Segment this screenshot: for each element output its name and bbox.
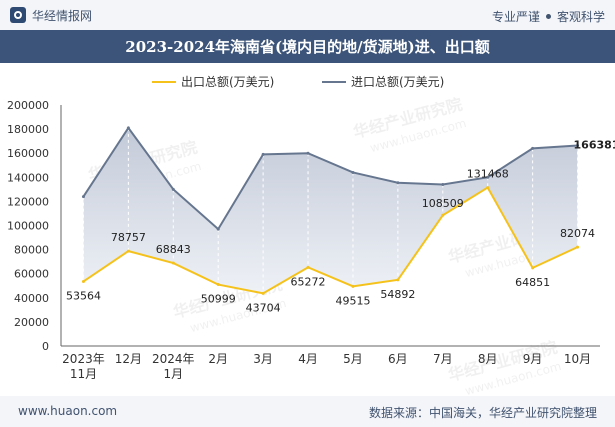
export-data-label: 68843 [156,243,191,256]
gap-area [83,127,578,294]
import-point [396,181,400,185]
import-point [351,170,355,174]
export-data-label: 54892 [380,288,415,301]
import-point [531,146,535,150]
import-point [171,187,175,191]
export-data-label: 53564 [66,289,101,302]
export-point [306,265,310,269]
y-tick-label: 200000 [7,99,49,112]
footer-source: 数据来源：中国海关，华经产业研究院整理 [368,406,597,420]
export-point [171,261,175,265]
legend-export-label: 出口总额(万美元) [181,75,274,89]
export-point [441,213,445,217]
export-point [261,291,265,295]
import-data-label: 166381 [574,139,615,152]
tagline: 专业严谨 客观科学 [492,8,605,25]
x-tick-label: 2024年 1月 [152,352,195,381]
import-series-line [82,126,578,231]
x-tick-label: 4月 [298,352,318,366]
x-tick-label: 8月 [478,352,498,366]
top-bar: 华经情报网 专业严谨 客观科学 [0,0,615,30]
y-tick-label: 120000 [7,195,49,208]
export-data-label: 78757 [111,231,146,244]
y-tick-label: 140000 [7,171,49,184]
import-point [576,144,580,148]
brand-logo-icon [10,7,26,23]
export-data-label: 131468 [467,168,509,181]
export-data-label: 43704 [246,301,281,314]
x-tick-label: 9月 [523,352,543,366]
export-point [81,279,85,283]
x-tick-label: 10月 [564,352,591,366]
tagline-left: 专业严谨 [491,10,540,24]
export-data-label: 50999 [201,293,236,306]
chart: 华经产业研究院www.huaon.com华经产业研究院www.huaon.com… [7,75,615,396]
export-data-label: 64851 [515,276,550,289]
y-tick-label: 100000 [7,220,49,233]
export-data-label: 65272 [291,275,326,288]
y-tick-label: 80000 [14,244,49,257]
y-tick-label: 60000 [14,268,49,281]
import-point [81,195,85,199]
dot-icon [545,14,551,19]
export-point [576,245,580,249]
x-tick-label: 6月 [388,352,408,366]
x-tick-label: 3月 [253,352,273,366]
x-tick-label: 7月 [433,352,453,366]
chart-title: 2023-2024年海南省(境内目的地/货源地)进、出口额 [0,30,615,63]
import-point [441,183,445,187]
import-point [486,175,490,179]
x-tick-label: 5月 [343,352,363,366]
export-point [531,266,535,270]
export-point [126,249,130,253]
y-tick-label: 160000 [7,147,49,160]
x-tick-label: 12月 [115,352,142,366]
y-tick-label: 180000 [7,123,49,136]
brand: 华经情报网 [10,6,92,24]
y-tick-label: 40000 [14,292,49,305]
tagline-right: 客观科学 [556,10,605,24]
x-tick-label: 2023年 11月 [62,352,105,381]
footer: www.huaon.com 数据来源：中国海关，华经产业研究院整理 [0,396,615,427]
brand-name: 华经情报网 [32,8,93,23]
export-point [351,284,355,288]
export-point [396,278,400,282]
import-point [261,152,265,156]
y-tick-label: 0 [42,340,49,353]
legend-import-label: 进口总额(万美元) [351,75,444,89]
footer-website: www.huaon.com [18,404,118,418]
export-point [486,186,490,190]
export-data-label: 108509 [422,197,464,210]
import-point [216,227,220,231]
export-data-label: 49515 [335,294,370,307]
export-point [216,283,220,287]
import-point [126,126,130,130]
export-data-label: 82074 [560,227,595,240]
export-series-line [82,186,578,295]
y-tick-label: 20000 [14,316,49,329]
x-tick-label: 2月 [208,352,228,366]
import-point [306,151,310,155]
